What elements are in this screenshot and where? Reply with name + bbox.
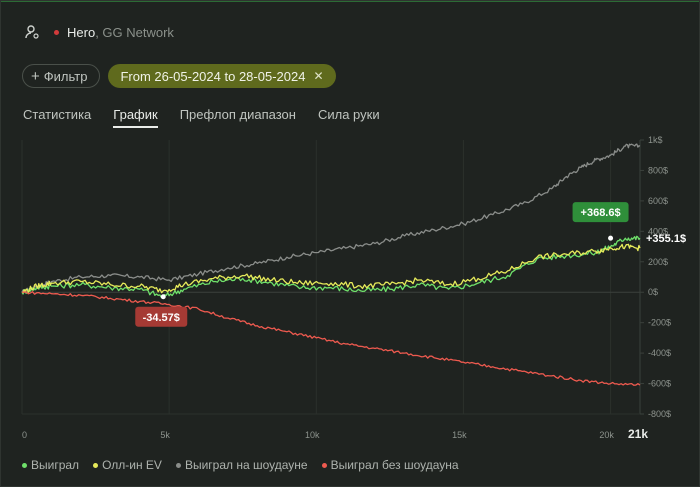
series-line-0 xyxy=(21,143,641,294)
legend-label: Выиграл xyxy=(31,458,80,472)
series-line-3 xyxy=(21,291,641,386)
min-point-marker xyxy=(160,294,166,300)
legend-label: Выиграл без шоудауна xyxy=(330,458,459,472)
legend-label: Олл-ин EV xyxy=(102,458,162,472)
chart-legend: Выиграл Олл-ин EV Выиграл на шоудауне Вы… xyxy=(22,458,459,472)
min-badge xyxy=(135,306,188,327)
x-tick-label: 20k xyxy=(599,430,614,440)
player-name: Hero xyxy=(67,24,96,40)
legend-item-allin-ev[interactable]: Олл-ин EV xyxy=(93,458,162,472)
x-tick-label: 10k xyxy=(305,430,320,440)
legend-item-non-showdown[interactable]: Выиграл без шоудауна xyxy=(321,458,459,472)
max-badge xyxy=(572,202,629,223)
legend-item-won[interactable]: Выиграл xyxy=(22,458,79,472)
x-tick-label: 0 xyxy=(22,430,27,440)
y-tick-label: 800$ xyxy=(648,165,668,175)
tab-hand-strength[interactable]: Сила руки xyxy=(317,107,380,122)
tab-chart[interactable]: График xyxy=(113,107,158,128)
x-max-label: 21k xyxy=(628,427,648,441)
legend-item-showdown[interactable]: Выиграл на шоудауне xyxy=(175,458,308,472)
current-value-label: +355.1$ xyxy=(646,233,686,245)
y-tick-label: 200$ xyxy=(648,257,668,267)
x-tick-label: 15k xyxy=(452,430,467,440)
series-line-1 xyxy=(21,235,641,299)
legend-swatch-icon xyxy=(22,462,27,468)
y-tick-label: 0$ xyxy=(648,287,658,297)
max-point-marker xyxy=(608,235,614,241)
top-accent-line xyxy=(0,0,700,2)
tab-preflop-range[interactable]: Префлоп диапазон xyxy=(179,107,296,122)
y-tick-label: -400$ xyxy=(648,348,671,358)
network-name: , GG Network xyxy=(95,24,174,40)
y-tick-label: -600$ xyxy=(648,379,671,389)
player-header: Hero, GG Network xyxy=(24,22,174,42)
user-settings-icon[interactable] xyxy=(24,24,40,40)
close-icon[interactable]: ✕ xyxy=(313,69,324,83)
profit-chart: 1k$ 800$ 600$ 400$ 200$ 0$ -200$ -400$ -600$ -800… xyxy=(21,135,686,441)
date-range-label: From 26-05-2024 to 28-05-2024 xyxy=(120,68,306,84)
tab-statistics[interactable]: Статистика xyxy=(23,107,92,122)
y-tick-label: -800$ xyxy=(648,409,671,419)
series-line-2 xyxy=(21,243,641,294)
filter-button[interactable]: + Фильтр xyxy=(22,64,101,88)
legend-label: Выиграл на шоудауне xyxy=(184,458,308,472)
y-tick-label: 400$ xyxy=(648,226,668,236)
y-tick-label: 600$ xyxy=(648,196,668,206)
filter-label: Фильтр xyxy=(43,68,88,84)
legend-swatch-icon xyxy=(321,462,327,468)
x-tick-label: 5k xyxy=(160,430,170,440)
y-tick-label: 1k$ xyxy=(648,135,663,145)
min-badge-label: -34.57$ xyxy=(143,312,180,324)
legend-swatch-icon xyxy=(93,462,99,468)
legend-swatch-icon xyxy=(175,462,181,468)
filter-row: + Фильтр From 26-05-2024 to 28-05-2024 ✕ xyxy=(22,64,336,88)
status-dot xyxy=(54,29,59,35)
tab-bar: Статистика График Префлоп диапазон Сила … xyxy=(23,107,380,128)
max-badge-label: +368.6$ xyxy=(581,207,621,219)
y-tick-label: -200$ xyxy=(648,318,671,328)
date-range-chip[interactable]: From 26-05-2024 to 28-05-2024 ✕ xyxy=(108,64,336,88)
plus-icon: + xyxy=(31,67,40,85)
